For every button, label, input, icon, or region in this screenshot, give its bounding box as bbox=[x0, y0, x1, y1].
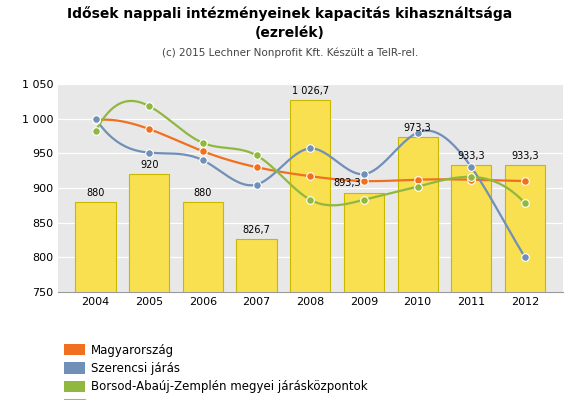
Bar bbox=[183, 202, 223, 400]
Bar bbox=[505, 165, 545, 400]
Bar bbox=[451, 165, 491, 400]
Text: 893,3: 893,3 bbox=[334, 178, 361, 188]
Text: 1 026,7: 1 026,7 bbox=[292, 86, 329, 96]
Text: 920: 920 bbox=[140, 160, 158, 170]
Text: (ezrelék): (ezrelék) bbox=[255, 26, 325, 40]
Text: 880: 880 bbox=[86, 188, 105, 198]
Bar bbox=[129, 174, 169, 400]
Bar bbox=[290, 100, 331, 400]
Bar bbox=[75, 202, 115, 400]
Bar bbox=[397, 137, 438, 400]
Text: 933,3: 933,3 bbox=[511, 151, 539, 161]
Bar bbox=[237, 239, 277, 400]
Text: 973,3: 973,3 bbox=[404, 123, 432, 133]
Text: 880: 880 bbox=[194, 188, 212, 198]
Text: (c) 2015 Lechner Nonprofit Kft. Készült a TeIR-rel.: (c) 2015 Lechner Nonprofit Kft. Készült … bbox=[162, 48, 418, 58]
Legend: Magyarország, Szerencsi járás, Borsod-Abaúj-Zemplén megyei járásközpontok, Szere: Magyarország, Szerencsi járás, Borsod-Ab… bbox=[64, 344, 368, 400]
Text: 826,7: 826,7 bbox=[242, 225, 270, 235]
Bar bbox=[344, 193, 384, 400]
Text: 933,3: 933,3 bbox=[458, 151, 485, 161]
Text: Idősek nappali intézményeinek kapacitás kihasználtsága: Idősek nappali intézményeinek kapacitás … bbox=[67, 6, 513, 21]
